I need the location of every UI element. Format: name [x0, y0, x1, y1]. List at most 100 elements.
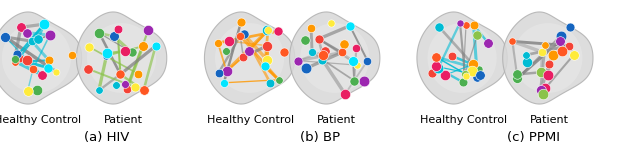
- Point: [36, 74, 47, 76]
- Point: [569, 54, 579, 56]
- Point: [22, 89, 33, 92]
- Point: [512, 73, 522, 76]
- Point: [339, 43, 349, 45]
- Point: [352, 64, 362, 66]
- Point: [468, 24, 479, 26]
- Point: [138, 89, 148, 92]
- Point: [460, 75, 470, 77]
- Point: [538, 93, 548, 95]
- Point: [536, 89, 546, 91]
- Point: [93, 89, 104, 92]
- Point: [522, 61, 532, 63]
- Point: [362, 60, 372, 62]
- Point: [150, 45, 161, 47]
- Point: [520, 54, 531, 56]
- Point: [33, 38, 44, 40]
- Point: [213, 42, 223, 44]
- Point: [0, 36, 10, 38]
- Point: [143, 29, 154, 31]
- Point: [279, 51, 289, 53]
- Point: [83, 68, 93, 70]
- Point: [325, 22, 335, 24]
- Point: [348, 59, 358, 62]
- Text: Healthy Control: Healthy Control: [420, 115, 507, 125]
- Text: (b) BP: (b) BP: [300, 131, 340, 144]
- Point: [273, 30, 284, 32]
- Point: [351, 47, 362, 50]
- Point: [238, 56, 248, 58]
- Point: [51, 71, 61, 73]
- Point: [120, 49, 131, 52]
- Text: Patient: Patient: [317, 115, 355, 125]
- Point: [564, 45, 574, 47]
- Point: [27, 40, 37, 42]
- Point: [111, 84, 121, 86]
- Point: [320, 50, 330, 52]
- Point: [122, 88, 132, 90]
- Polygon shape: [300, 23, 369, 93]
- Point: [431, 56, 441, 58]
- Point: [543, 74, 554, 76]
- Point: [263, 29, 273, 31]
- Text: Healthy Control: Healthy Control: [207, 115, 294, 125]
- Point: [31, 89, 42, 91]
- Point: [14, 57, 24, 59]
- Point: [28, 68, 38, 70]
- Point: [472, 34, 483, 37]
- Point: [345, 25, 355, 27]
- Polygon shape: [215, 23, 284, 93]
- Point: [455, 22, 465, 24]
- Point: [10, 60, 20, 63]
- Polygon shape: [428, 23, 497, 93]
- Point: [44, 59, 54, 62]
- Point: [337, 51, 347, 54]
- Polygon shape: [502, 12, 593, 104]
- Point: [262, 45, 273, 47]
- Point: [101, 55, 111, 57]
- Point: [555, 39, 565, 42]
- Polygon shape: [204, 12, 295, 104]
- Point: [474, 68, 484, 70]
- Point: [43, 67, 53, 69]
- Point: [214, 71, 224, 74]
- Polygon shape: [289, 12, 380, 104]
- Point: [317, 58, 328, 61]
- Point: [447, 55, 457, 57]
- Point: [467, 70, 477, 72]
- Point: [113, 28, 123, 30]
- Point: [221, 49, 231, 52]
- Point: [266, 82, 276, 85]
- Point: [317, 54, 328, 57]
- Point: [340, 93, 350, 95]
- Point: [557, 49, 567, 52]
- Text: Patient: Patient: [104, 115, 142, 125]
- Point: [349, 79, 359, 82]
- Text: Patient: Patient: [530, 115, 568, 125]
- Polygon shape: [0, 12, 82, 104]
- Point: [239, 33, 249, 36]
- Point: [244, 50, 254, 52]
- Point: [16, 26, 26, 28]
- Point: [109, 35, 119, 37]
- Point: [67, 54, 77, 56]
- Point: [540, 44, 550, 46]
- Point: [273, 79, 284, 81]
- Point: [45, 34, 55, 36]
- Point: [508, 40, 518, 42]
- Point: [434, 26, 444, 28]
- Point: [475, 74, 485, 77]
- Point: [536, 71, 547, 73]
- Point: [262, 59, 272, 61]
- Point: [548, 54, 558, 56]
- Point: [102, 52, 112, 55]
- Point: [556, 35, 566, 37]
- Point: [129, 86, 140, 88]
- Point: [22, 59, 32, 61]
- Point: [440, 74, 451, 76]
- Point: [219, 82, 229, 84]
- Point: [10, 58, 20, 60]
- Polygon shape: [417, 12, 508, 104]
- Point: [460, 72, 470, 75]
- Polygon shape: [87, 23, 156, 93]
- Point: [39, 23, 49, 25]
